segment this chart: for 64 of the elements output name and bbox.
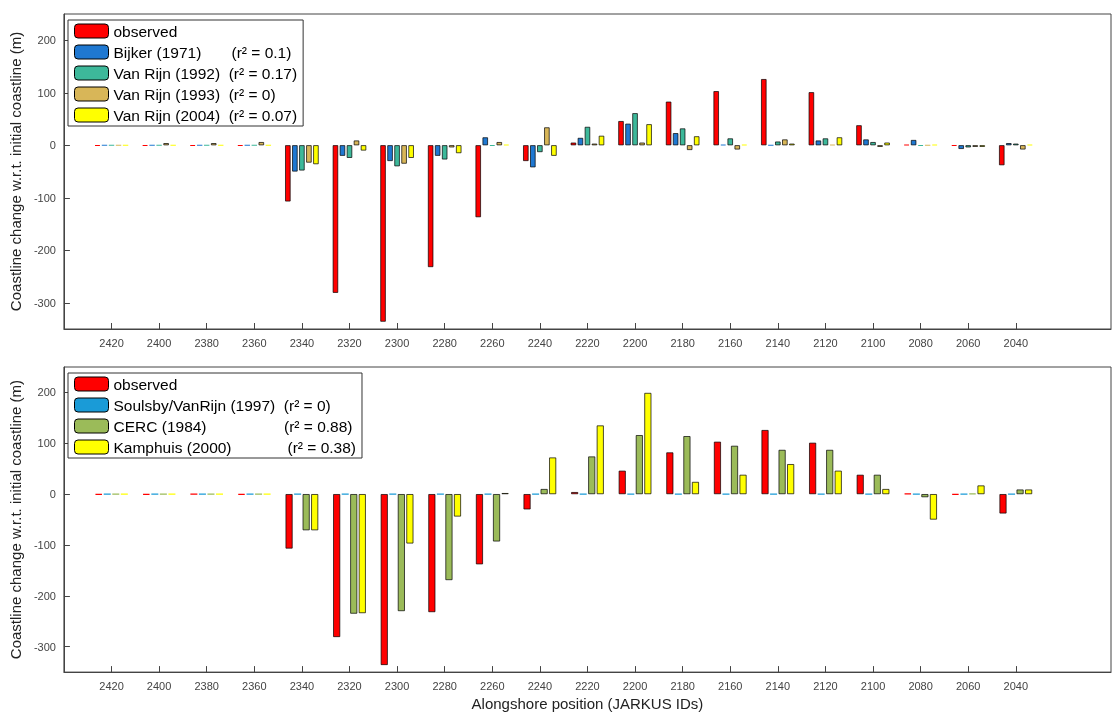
x-tick-label: 2360 (242, 336, 267, 349)
legend-label: observed (113, 375, 178, 393)
x-tick-label: 2300 (384, 679, 410, 692)
x-tick-label: 2220 (575, 679, 600, 692)
x-tick-label: 2140 (765, 336, 791, 349)
y-tick-label: 200 (37, 34, 56, 47)
x-axis-title: Alongshore position (JARKUS IDs) (471, 695, 704, 712)
x-tick-label: 2260 (480, 679, 505, 692)
y-tick-label: 0 (49, 488, 56, 501)
y-tick-label: -100 (33, 191, 56, 204)
x-tick-label: 2100 (860, 336, 886, 349)
x-tick-label: 2220 (575, 336, 600, 349)
x-tick-label: 2160 (718, 336, 743, 349)
y-tick-label: -100 (33, 538, 56, 551)
x-tick-label: 2040 (1003, 679, 1029, 692)
x-tick-label: 2360 (242, 679, 267, 692)
legend-label: Van Rijn (1993) (r² = 0) (113, 85, 276, 103)
x-tick-label: 2120 (813, 336, 838, 349)
x-tick-label: 2080 (908, 679, 933, 692)
x-tick-label: 2240 (527, 336, 553, 349)
x-tick-label: 2420 (99, 336, 124, 349)
x-tick-label: 2400 (146, 679, 172, 692)
x-tick-label: 2140 (765, 679, 791, 692)
y-axis-title: Coastline change w.r.t. initial coastline (m) (7, 379, 24, 660)
x-tick-label: 2280 (432, 336, 457, 349)
x-tick-label: 2080 (908, 336, 933, 349)
y-tick-label: -300 (33, 640, 56, 653)
x-tick-label: 2320 (337, 679, 362, 692)
x-tick-label: 2180 (670, 679, 695, 692)
x-tick-label: 2340 (289, 336, 315, 349)
x-tick-label: 2120 (813, 679, 838, 692)
y-tick-label: -300 (33, 296, 56, 309)
x-tick-label: 2400 (146, 336, 172, 349)
y-tick-label: 100 (37, 86, 56, 99)
x-tick-label: 2320 (337, 336, 362, 349)
y-tick-label: 200 (37, 386, 56, 399)
legend-label: Kamphuis (2000) (r² = 0.38) (113, 438, 356, 456)
x-tick-label: 2040 (1003, 336, 1029, 349)
y-tick-label: 100 (37, 437, 56, 450)
legend-label: Van Rijn (2004) (r² = 0.07) (113, 106, 298, 124)
x-tick-label: 2200 (622, 336, 648, 349)
y-tick-label: 0 (49, 139, 56, 152)
x-tick-label: 2200 (622, 679, 648, 692)
x-tick-label: 2340 (289, 679, 315, 692)
x-tick-label: 2180 (670, 336, 695, 349)
x-tick-label: 2160 (718, 679, 743, 692)
legend-label: Soulsby/VanRijn (1997) (r² = 0) (113, 396, 331, 414)
x-tick-label: 2260 (480, 336, 505, 349)
legend-label: Bijker (1971) (r² = 0.1) (113, 43, 292, 61)
x-tick-label: 2300 (384, 336, 410, 349)
x-tick-label: 2100 (860, 679, 886, 692)
y-tick-label: -200 (33, 589, 56, 602)
x-tick-label: 2280 (432, 679, 457, 692)
x-tick-label: 2240 (527, 679, 553, 692)
x-tick-label: 2420 (99, 679, 124, 692)
legend-label: Van Rijn (1992) (r² = 0.17) (113, 64, 298, 82)
x-tick-label: 2380 (194, 336, 219, 349)
x-tick-label: 2060 (955, 336, 981, 349)
x-tick-label: 2380 (194, 679, 219, 692)
x-tick-label: 2060 (955, 679, 981, 692)
legend-label: observed (113, 22, 178, 40)
legend-label: CERC (1984) (r² = 0.88) (113, 417, 353, 435)
y-tick-label: -200 (33, 244, 56, 257)
y-axis-title: Coastline change w.r.t. initial coastline (m) (7, 31, 24, 312)
